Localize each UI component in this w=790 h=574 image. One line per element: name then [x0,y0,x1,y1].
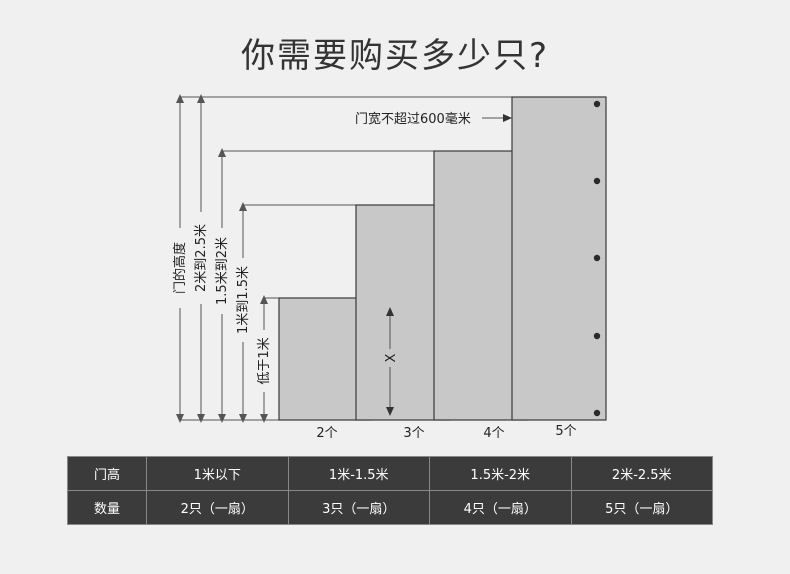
quantity-table: 门高 1米以下 1米-1.5米 1.5米-2米 2米-2.5米 数量 2只（一扇… [67,456,713,525]
label-below-1m: 低于1米 [257,337,272,384]
row-header-door-height: 门高 [67,456,147,491]
x-label: X [384,353,399,362]
label-1.5m-2m: 1.5米到2米 [215,237,230,305]
panel-label-4: 4个 [483,426,504,441]
table-cell: 2只（一扇） [146,490,289,525]
door-width-note: 门宽不超过600毫米 [355,111,471,127]
label-2m-2.5m: 2米到2.5米 [194,224,209,292]
table-cell: 5只（一扇） [570,490,713,525]
arrow-right-icon [503,114,512,122]
panel-label-2: 2个 [316,426,337,441]
table-cell: 1米以下 [146,456,289,491]
label-door-height: 门的高度 [172,242,188,294]
table-cell: 3只（一扇） [287,490,430,525]
table-row: 门高 1米以下 1米-1.5米 1.5米-2米 2米-2.5米 [67,456,713,491]
table-cell: 4只（一扇） [429,490,572,525]
panel-label-5: 5个 [555,424,576,439]
label-1m-1.5m: 1米到1.5米 [236,266,251,334]
x-spacing-dimension: X [383,307,399,416]
panel-5 [511,96,607,421]
table-row: 数量 2只（一扇） 3只（一扇） 4只（一扇） 5只（一扇） [67,490,713,525]
table-cell: 1.5米-2米 [429,456,572,491]
page-title: 你需要购买多少只? [240,36,550,76]
row-header-quantity: 数量 [67,490,147,525]
table-cell: 1米-1.5米 [287,456,430,491]
table-cell: 2米-2.5米 [570,456,713,491]
panel-label-3: 3个 [403,426,424,441]
